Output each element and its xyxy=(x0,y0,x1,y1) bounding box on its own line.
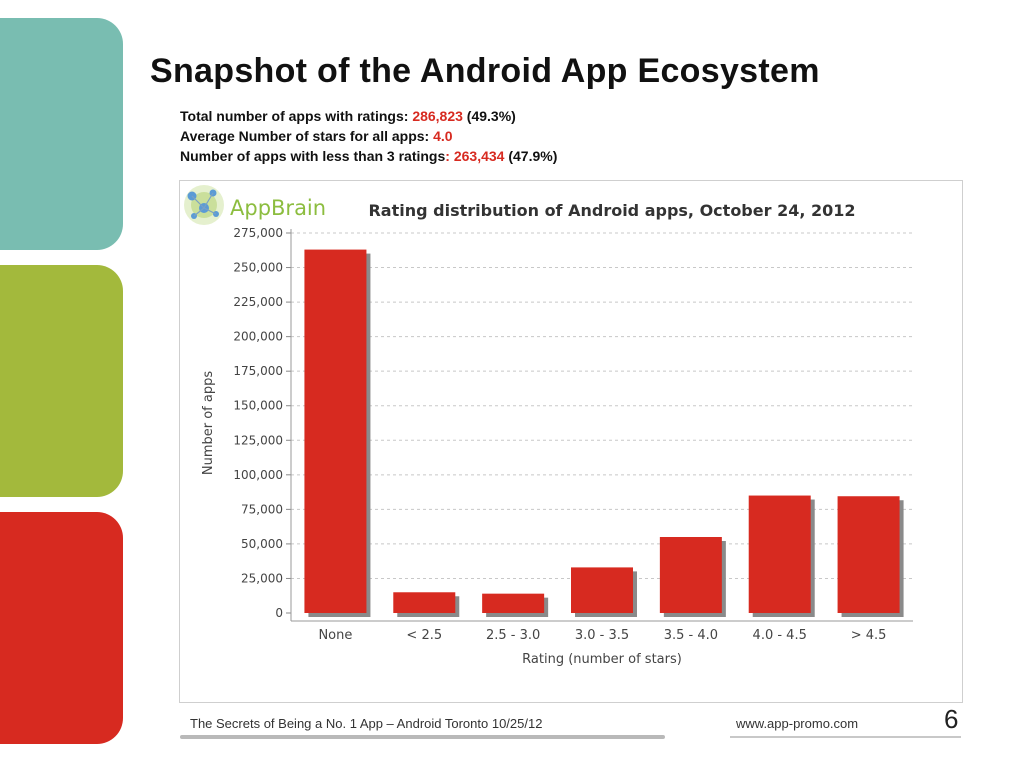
stat-value: 4.0 xyxy=(433,128,453,144)
bar xyxy=(393,592,456,613)
y-axis-label: Number of apps xyxy=(201,371,216,475)
chart-container: Rating distribution of Android apps, Oct… xyxy=(179,180,963,703)
y-tick-label: 50,000 xyxy=(241,537,283,551)
footer-url: www.app-promo.com xyxy=(736,716,859,731)
footer-rule xyxy=(180,735,665,739)
slide-title: Snapshot of the Android App Ecosystem xyxy=(150,52,820,90)
bar xyxy=(748,495,811,613)
stat-label: Number of apps with less than 3 ratings xyxy=(180,148,446,164)
page-number: 6 xyxy=(944,704,959,734)
bar xyxy=(304,249,367,613)
stat-suffix: (49.3%) xyxy=(462,108,516,124)
x-axis-label: Rating (number of stars) xyxy=(522,652,682,667)
bar xyxy=(482,593,545,613)
stat-total-rated: Total number of apps with ratings: 286,8… xyxy=(180,106,557,126)
stat-label: Total number of apps with ratings: xyxy=(180,108,413,124)
y-tick-label: 150,000 xyxy=(233,399,283,413)
x-tick-label: 3.0 - 3.5 xyxy=(575,628,629,643)
y-tick-label: 275,000 xyxy=(233,226,283,240)
decorative-tile-green xyxy=(0,265,123,497)
stat-value: : 263,434 xyxy=(445,148,505,164)
y-tick-label: 250,000 xyxy=(233,261,283,275)
bar xyxy=(659,537,722,613)
appbrain-logo: AppBrain xyxy=(184,185,326,225)
x-tick-label: None xyxy=(318,628,352,643)
y-tick-label: 25,000 xyxy=(241,571,283,585)
logo-text: AppBrain xyxy=(230,196,326,220)
x-tick-label: 2.5 - 3.0 xyxy=(486,628,540,643)
decorative-tile-teal xyxy=(0,18,123,250)
y-tick-label: 225,000 xyxy=(233,295,283,309)
stat-few-ratings: Number of apps with less than 3 ratings:… xyxy=(180,146,557,166)
stat-average-stars: Average Number of stars for all apps: 4.… xyxy=(180,126,557,146)
stat-value: 286,823 xyxy=(412,108,463,124)
footer-rule-right xyxy=(730,736,961,738)
y-tick-label: 200,000 xyxy=(233,330,283,344)
y-tick-label: 125,000 xyxy=(233,433,283,447)
bar-chart: Rating distribution of Android apps, Oct… xyxy=(201,201,913,667)
x-tick-label: < 2.5 xyxy=(406,628,442,643)
stats-block: Total number of apps with ratings: 286,8… xyxy=(180,106,557,166)
bar xyxy=(571,567,633,613)
footer-text: The Secrets of Being a No. 1 App – Andro… xyxy=(190,716,543,731)
y-tick-label: 100,000 xyxy=(233,468,283,482)
x-tick-label: 4.0 - 4.5 xyxy=(753,628,807,643)
decorative-tile-red xyxy=(0,512,123,744)
bar xyxy=(837,496,900,613)
chart-title: Rating distribution of Android apps, Oct… xyxy=(368,201,855,220)
stat-label: Average Number of stars for all apps: xyxy=(180,128,434,144)
y-tick-label: 0 xyxy=(275,606,283,620)
stat-suffix: (47.9%) xyxy=(504,148,558,164)
y-tick-label: 75,000 xyxy=(241,502,283,516)
x-tick-label: 3.5 - 4.0 xyxy=(664,628,718,643)
x-tick-label: > 4.5 xyxy=(851,628,887,643)
y-tick-label: 175,000 xyxy=(233,364,283,378)
